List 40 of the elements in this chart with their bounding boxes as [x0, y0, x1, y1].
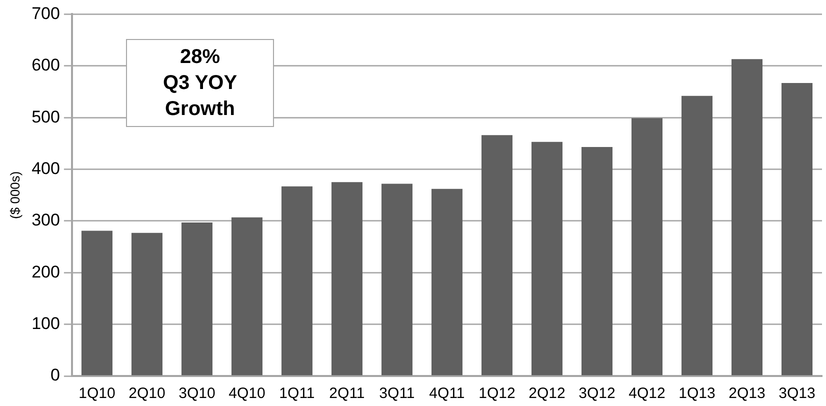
x-tick-label: 1Q12 [478, 385, 516, 402]
bar [782, 82, 812, 376]
bar [581, 147, 612, 376]
bar [181, 222, 212, 376]
bar [331, 182, 362, 376]
bar [531, 142, 562, 376]
y-tick-label: 700 [32, 4, 60, 23]
bar [681, 96, 712, 376]
bar [431, 188, 462, 376]
bar [381, 184, 412, 376]
x-tick-label: 1Q11 [279, 385, 315, 402]
x-tick-label: 4Q12 [628, 385, 666, 402]
callout-box: 28% Q3 YOY Growth [126, 39, 274, 127]
y-tick-label: 600 [32, 56, 60, 75]
y-tick-label: 400 [32, 158, 60, 178]
bar [281, 186, 312, 376]
y-axis-title: ($ 000s) [7, 171, 22, 219]
x-tick-label: 3Q13 [778, 385, 816, 402]
y-tick-label: 0 [50, 366, 60, 385]
bar [81, 230, 112, 376]
bar [731, 59, 762, 376]
x-tick-label: 2Q12 [528, 385, 566, 402]
x-tick-label: 3Q12 [578, 385, 616, 402]
bar [131, 232, 162, 376]
x-tick-label: 2Q13 [728, 385, 766, 402]
x-tick-label: 1Q13 [678, 385, 716, 402]
y-tick-label: 500 [32, 107, 60, 126]
bar [231, 217, 262, 376]
y-tick-label: 200 [32, 262, 60, 282]
x-tick-label: 3Q10 [178, 385, 216, 402]
x-tick-label: 4Q10 [228, 385, 266, 402]
y-tick-label: 100 [32, 314, 60, 333]
bar [481, 135, 512, 376]
x-tick-label: 4Q11 [429, 385, 465, 402]
y-tick-label: 300 [32, 210, 60, 230]
x-tick-label: 2Q11 [329, 385, 365, 402]
x-tick-label: 2Q10 [128, 385, 166, 402]
x-tick-label: 3Q11 [379, 385, 415, 402]
x-tick-label: 1Q10 [78, 385, 116, 402]
bar [631, 118, 662, 376]
